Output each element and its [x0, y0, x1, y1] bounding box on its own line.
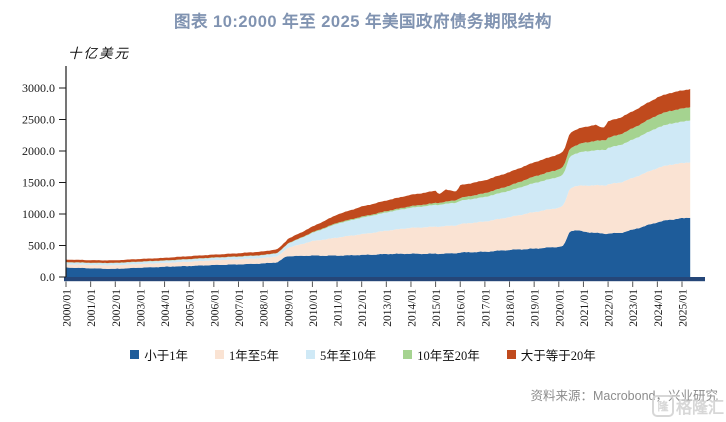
- legend-swatch: [130, 350, 140, 359]
- x-axis-line: [64, 277, 705, 282]
- legend-item-1: 1年至5年: [214, 345, 279, 364]
- x-tick-label: 2011/01: [333, 289, 345, 327]
- x-tick-label: 2023/01: [628, 289, 640, 327]
- x-tick-label: 2014/01: [406, 289, 418, 327]
- watermark-text: 格隆汇: [675, 400, 724, 417]
- y-tick-label: 1500.0: [22, 176, 55, 190]
- x-tick-label: 2010/01: [308, 289, 320, 327]
- y-axis-unit-label: 十亿美元: [68, 46, 130, 61]
- y-tick-label: 1000.0: [22, 207, 55, 221]
- y-tick-label: 2500.0: [22, 113, 55, 127]
- y-tick-label: 3000.0: [22, 81, 55, 95]
- x-tick-label: 2002/01: [111, 289, 123, 327]
- x-tick-label: 2015/01: [431, 289, 443, 327]
- area-series-0: [66, 217, 691, 277]
- x-tick-label: 2005/01: [185, 289, 197, 327]
- legend-label: 5年至10年: [319, 349, 377, 363]
- chart-canvas: 0.0 500.0 1000.0 1500.0 2000.0 2500.0 3000.0 20…: [22, 46, 705, 327]
- x-tick-label: 2022/01: [604, 289, 616, 327]
- x-tick-label: 2020/01: [554, 289, 566, 327]
- y-tick-label: 2000.0: [22, 144, 55, 158]
- legend-swatch: [214, 350, 224, 359]
- chart-title: 图表 10:2000 年至 2025 年美国政府债务期限结构: [173, 13, 553, 31]
- x-tick-label: 2019/01: [530, 289, 542, 327]
- legend: 小于1年 1年至5年 5年至10年 10年至20年 大于等于20年: [0, 345, 726, 364]
- x-tick-label: 2025/01: [678, 289, 690, 327]
- x-tick-label: 2012/01: [357, 289, 369, 327]
- legend-item-4: 大于等于20年: [506, 345, 596, 364]
- x-tick-label: 2003/01: [135, 289, 147, 327]
- chart-area: 0.0 500.0 1000.0 1500.0 2000.0 2500.0 3000.0 20…: [0, 40, 726, 340]
- legend-item-2: 5年至10年: [305, 345, 377, 364]
- x-tick-label: 2018/01: [505, 289, 517, 327]
- x-tick-label: 2007/01: [234, 289, 246, 327]
- legend-label: 1年至5年: [228, 349, 279, 363]
- x-tick-label: 2008/01: [259, 289, 271, 327]
- area-series-2: [66, 120, 691, 266]
- legend-item-0: 小于1年: [130, 345, 188, 364]
- x-tick-label: 2004/01: [160, 289, 172, 327]
- watermark-logo: 隆 格隆汇: [651, 394, 724, 418]
- legend-label: 小于1年: [144, 349, 188, 363]
- legend-swatch: [403, 350, 413, 359]
- x-tick-label: 2001/01: [86, 289, 98, 327]
- y-tick-label: 0.0: [40, 270, 55, 284]
- watermark-icon: 隆: [651, 395, 674, 417]
- legend-label: 10年至20年: [417, 349, 480, 363]
- x-tick-label: 2013/01: [382, 289, 394, 327]
- x-tick-label: 2016/01: [456, 289, 468, 327]
- x-tick-label: 2009/01: [283, 289, 295, 327]
- x-tick-label: 2017/01: [480, 289, 492, 327]
- x-tick-label: 2000/01: [62, 289, 74, 327]
- legend-swatch: [506, 350, 516, 359]
- legend-swatch: [305, 350, 315, 359]
- area-series-1: [66, 162, 691, 269]
- x-tick-label: 2021/01: [579, 289, 591, 327]
- y-tick-label: 500.0: [28, 239, 55, 253]
- x-tick-label: 2024/01: [653, 289, 665, 327]
- x-tick-label: 2006/01: [209, 289, 221, 327]
- legend-item-3: 10年至20年: [403, 345, 480, 364]
- legend-label: 大于等于20年: [520, 349, 596, 363]
